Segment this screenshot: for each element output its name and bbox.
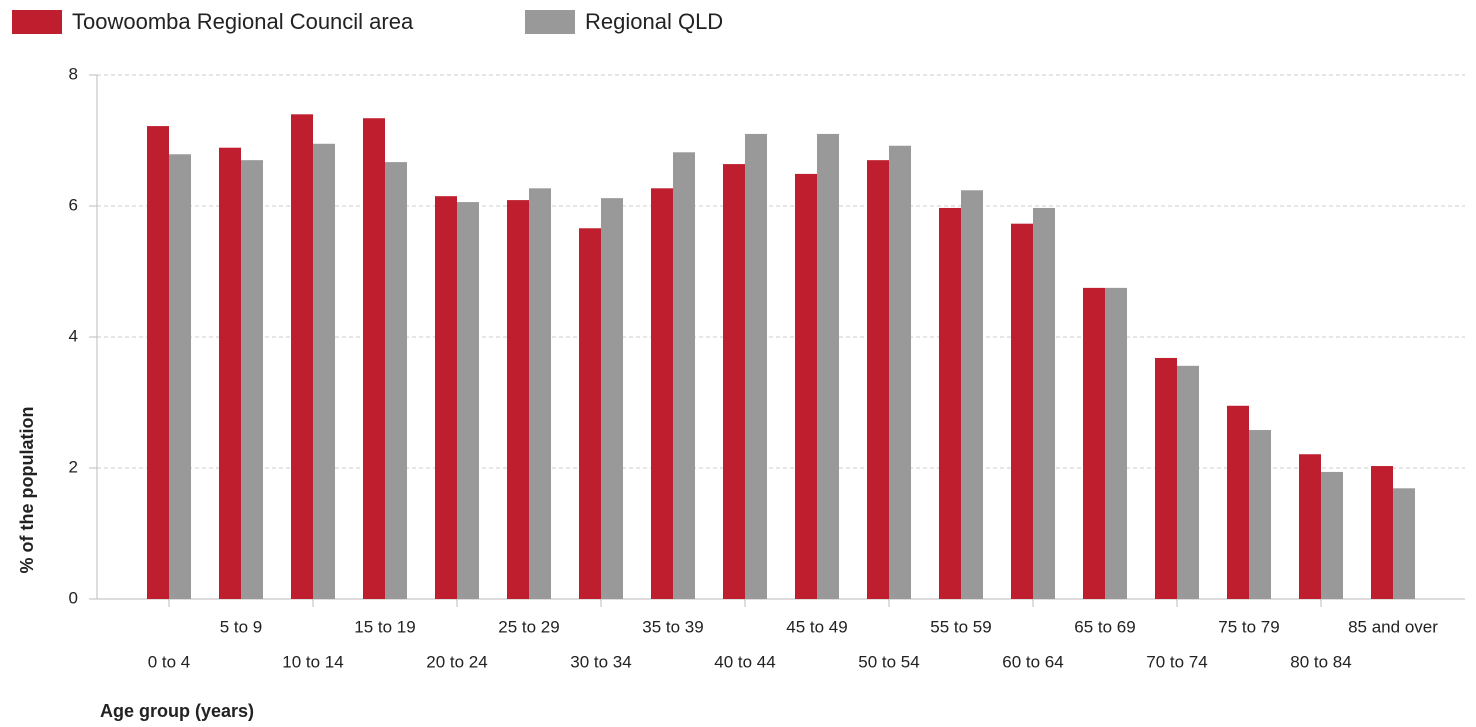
bar [795,173,817,599]
x-tick-label: 70 to 74 [1146,652,1207,671]
bar [1083,287,1105,599]
x-tick-label: 50 to 54 [858,652,919,671]
y-axis-title: % of the population [17,407,37,574]
y-tick-label: 8 [69,64,78,83]
bar [147,126,169,599]
legend-swatch [12,10,62,34]
bar [939,207,961,599]
bar [1155,357,1177,599]
bar [529,188,551,599]
bar [1321,471,1343,599]
legend-swatch [525,10,575,34]
bar [889,145,911,600]
bar [1177,365,1199,599]
bar [291,114,313,600]
bar [1033,207,1055,599]
bar [507,200,529,600]
bar [1299,454,1321,599]
x-tick-label: 10 to 14 [282,652,343,671]
x-tick-label: 65 to 69 [1074,617,1135,636]
bar [1227,405,1249,599]
bar [313,143,335,599]
bar [961,190,983,599]
bar [723,164,745,599]
x-tick-label: 80 to 84 [1290,652,1351,671]
x-axis-title: Age group (years) [100,701,254,721]
bar [651,188,673,599]
bar [241,160,263,599]
x-tick-label: 85 and over [1348,617,1438,636]
x-tick-label: 55 to 59 [930,617,991,636]
y-tick-label: 2 [69,457,78,476]
legend-label: Regional QLD [585,9,723,34]
x-tick-label: 30 to 34 [570,652,631,671]
bar [1249,430,1271,599]
y-tick-label: 4 [69,326,78,345]
bar [363,118,385,599]
x-tick-label: 15 to 19 [354,617,415,636]
x-tick-label: 45 to 49 [786,617,847,636]
x-tick-label: 75 to 79 [1218,617,1279,636]
bar [1393,488,1415,599]
bar [817,133,839,599]
bar [1011,223,1033,599]
bar [1105,287,1127,599]
bar [673,152,695,600]
bar [169,154,191,599]
x-tick-label: 35 to 39 [642,617,703,636]
x-tick-label: 25 to 29 [498,617,559,636]
bar [457,202,479,599]
bar [601,198,623,599]
bar [385,162,407,600]
bar [1371,466,1393,599]
x-tick-label: 60 to 64 [1002,652,1063,671]
y-tick-label: 6 [69,195,78,214]
bar [745,133,767,599]
bar [579,228,601,599]
x-tick-label: 20 to 24 [426,652,487,671]
bar [435,196,457,600]
y-tick-label: 0 [69,588,78,607]
legend-label: Toowoomba Regional Council area [72,9,414,34]
x-tick-label: 40 to 44 [714,652,775,671]
x-tick-label: 5 to 9 [220,617,263,636]
bar [219,147,241,599]
x-tick-label: 0 to 4 [148,652,191,671]
bar [867,160,889,599]
